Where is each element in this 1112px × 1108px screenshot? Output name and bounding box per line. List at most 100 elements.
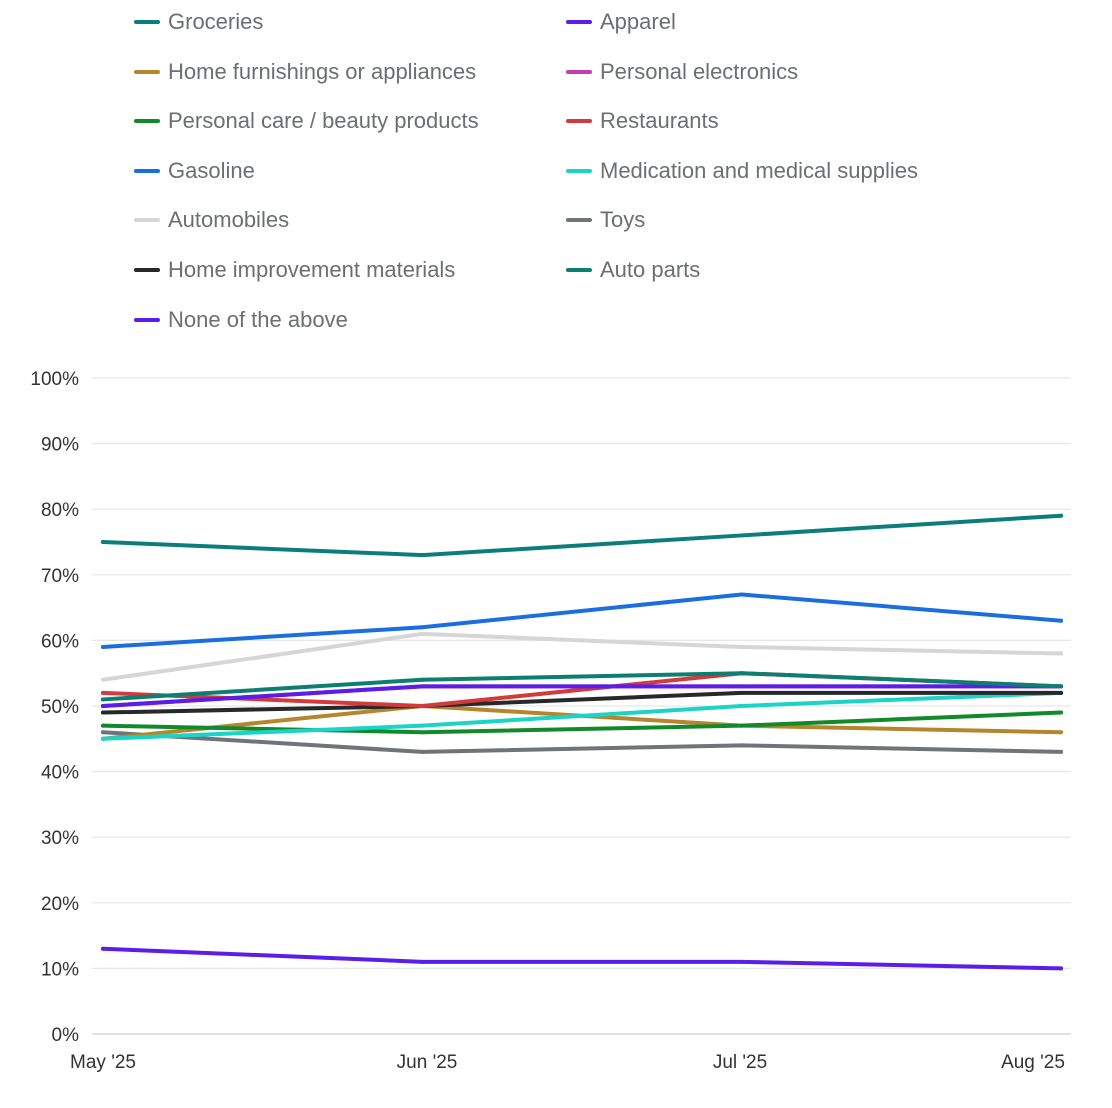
legend-label: Gasoline (168, 157, 255, 183)
data-point (739, 671, 744, 676)
legend-item: Auto parts (566, 252, 700, 288)
legend-label: Toys (600, 207, 646, 233)
legend-swatch (566, 268, 592, 272)
data-point (420, 723, 425, 728)
data-point (101, 730, 105, 735)
data-point (1059, 690, 1063, 695)
data-point (420, 704, 425, 708)
data-point (420, 959, 425, 964)
y-tick-label: 90% (41, 435, 79, 456)
series-line (101, 684, 1063, 708)
legend-item: Home furnishings or appliances (134, 54, 476, 90)
data-point (739, 690, 744, 695)
data-point (739, 723, 744, 728)
legend-label: Medication and medical supplies (600, 157, 918, 183)
legend-label: Auto parts (600, 257, 701, 282)
legend-item: Automobiles (134, 202, 289, 238)
data-point (739, 592, 744, 597)
data-point (1059, 684, 1063, 689)
data-point (101, 697, 105, 702)
data-point (101, 540, 105, 544)
data-point (420, 631, 425, 636)
data-point (739, 704, 744, 708)
legend-label: Groceries (168, 9, 264, 34)
data-point (1059, 651, 1063, 656)
x-tick-label: Jun '25 (397, 1052, 458, 1073)
y-tick-label: 20% (41, 894, 79, 915)
series-line (101, 730, 1063, 754)
data-point (739, 743, 744, 748)
data-point (420, 625, 425, 630)
series-path (101, 690, 1063, 715)
series-path (101, 690, 1063, 741)
legend-swatch (134, 168, 160, 173)
legend-item: None of the above (134, 302, 348, 338)
series-path (101, 684, 1063, 708)
series-line (101, 946, 1063, 971)
series-path (101, 671, 1063, 702)
legend-item: Restaurants (566, 103, 719, 139)
series-line (101, 513, 1063, 558)
y-tick-label: 80% (41, 500, 79, 521)
series-path (101, 710, 1063, 735)
data-point (101, 736, 105, 741)
data-point (101, 723, 105, 728)
legend-item: Apparel (566, 4, 676, 40)
y-tick-label: 30% (41, 828, 79, 849)
data-point (1059, 618, 1063, 623)
legend-swatch (566, 119, 592, 124)
data-point (101, 644, 105, 649)
data-point (739, 644, 744, 649)
x-tick-label: May '25 (70, 1052, 136, 1073)
legend-swatch (566, 218, 592, 223)
data-point (1059, 710, 1063, 715)
series-path (101, 730, 1063, 754)
data-point (739, 959, 744, 964)
legend-label: Apparel (600, 9, 676, 34)
data-point (739, 533, 744, 538)
data-point (101, 690, 105, 695)
y-tick-label: 100% (30, 369, 79, 390)
legend-swatch (134, 20, 160, 24)
series-path (101, 592, 1063, 649)
legend-swatch (566, 20, 592, 24)
series-line (101, 690, 1063, 715)
data-point (1059, 966, 1063, 971)
data-point (420, 677, 425, 682)
legend-item: Toys (566, 202, 645, 238)
data-point (420, 684, 425, 689)
y-tick-label: 10% (41, 959, 79, 980)
legend-swatch (566, 69, 592, 74)
y-tick-label: 40% (41, 763, 79, 784)
legend-item: Medication and medical supplies (566, 153, 918, 189)
legend-item: Groceries (134, 4, 263, 40)
data-point (101, 704, 105, 708)
data-point (1059, 749, 1063, 754)
legend-item: Personal care / beauty products (134, 103, 479, 139)
series-path (101, 513, 1063, 558)
x-tick-label: Aug '25 (1001, 1052, 1065, 1073)
legend-item: Home improvement materials (134, 252, 455, 288)
legend-swatch (134, 119, 160, 124)
legend-label: Personal care / beauty products (168, 108, 479, 134)
legend-swatch (134, 218, 160, 223)
legend-item: Gasoline (134, 153, 255, 189)
data-point (101, 710, 105, 715)
legend-label: Restaurants (600, 108, 719, 134)
x-tick-label: Jul '25 (713, 1052, 767, 1073)
data-point (1059, 730, 1063, 735)
series-path (101, 631, 1063, 682)
series-line (101, 671, 1063, 702)
data-point (420, 730, 425, 735)
legend-swatch (134, 317, 160, 322)
data-point (420, 553, 425, 558)
series-line (101, 592, 1063, 649)
data-point (420, 749, 425, 754)
y-tick-label: 0% (52, 1025, 80, 1046)
legend-label: Personal electronics (600, 58, 799, 84)
legend-swatch (566, 168, 592, 173)
legend-swatch (134, 69, 160, 74)
y-tick-label: 60% (41, 631, 79, 652)
y-tick-label: 70% (41, 566, 79, 587)
